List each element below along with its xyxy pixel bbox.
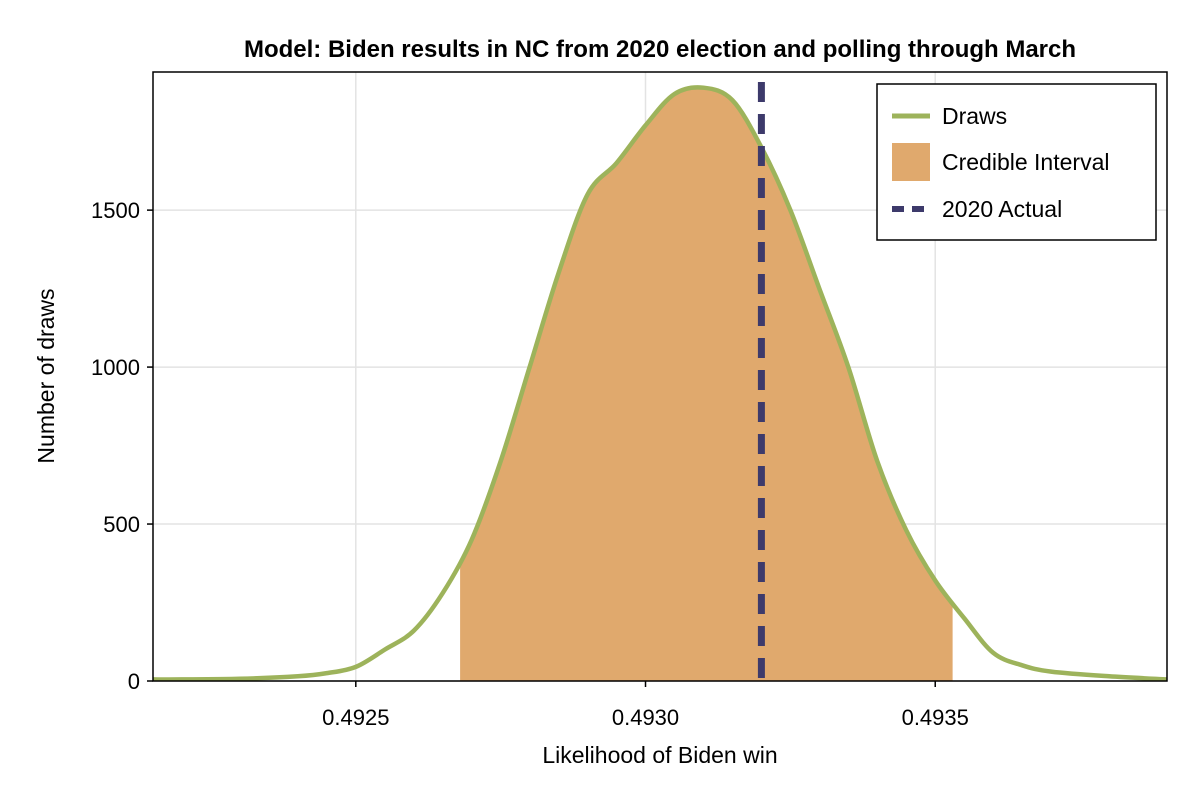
x-tick-label-0: 0.4925: [322, 705, 389, 730]
legend-actual-label: 2020 Actual: [942, 196, 1062, 222]
legend-box: [876, 83, 1157, 241]
draws-line-layer: [153, 85, 1167, 681]
credible-interval-layer: [460, 87, 953, 681]
plot-frame: [152, 71, 1168, 682]
x-ticks: 0.4925 0.4930 0.4935: [322, 681, 969, 730]
y-tick-label-3: 1500: [91, 198, 140, 223]
chart-title: Model: Biden results in NC from 2020 ele…: [244, 36, 1076, 63]
legend-credible-interval-swatch: [892, 143, 930, 181]
y-tick-label-2: 1000: [91, 355, 140, 380]
credible-interval-area: [460, 87, 953, 681]
legend: Draws Credible Interval 2020 Actual: [876, 83, 1157, 241]
x-axis-label: Likelihood of Biden win: [542, 742, 777, 768]
y-tick-label-1: 500: [103, 512, 140, 537]
legend-draws-label: Draws: [942, 103, 1007, 129]
y-ticks: 0 500 1000 1500: [91, 198, 153, 694]
y-axis-label: Number of draws: [33, 288, 59, 463]
draws-line: [153, 85, 1167, 681]
x-tick-label-1: 0.4930: [612, 705, 679, 730]
legend-credible-interval-label: Credible Interval: [942, 149, 1109, 175]
y-tick-label-0: 0: [128, 669, 140, 694]
x-tick-label-2: 0.4935: [902, 705, 969, 730]
